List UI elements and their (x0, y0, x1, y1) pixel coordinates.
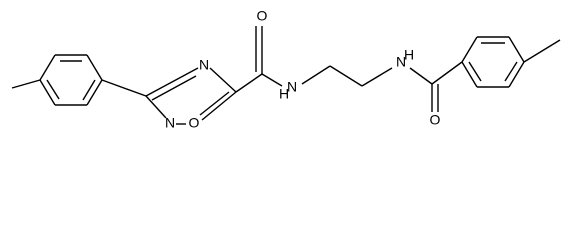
atom-label: N (396, 54, 406, 70)
atom-label: O (257, 8, 268, 24)
atom-label: N (287, 79, 297, 95)
atom-label: O (430, 112, 441, 128)
atom-label: N (165, 115, 175, 131)
atom-labels: N O N O N H N H O (165, 8, 441, 131)
atom-hydrogen: H (404, 47, 414, 63)
atom-label: N (199, 57, 209, 73)
atom-hydrogen: H (279, 86, 289, 102)
bonds (11, 26, 561, 125)
atom-label: O (189, 115, 200, 131)
molecule-diagram: N O N O N H N H O (11, 8, 561, 131)
